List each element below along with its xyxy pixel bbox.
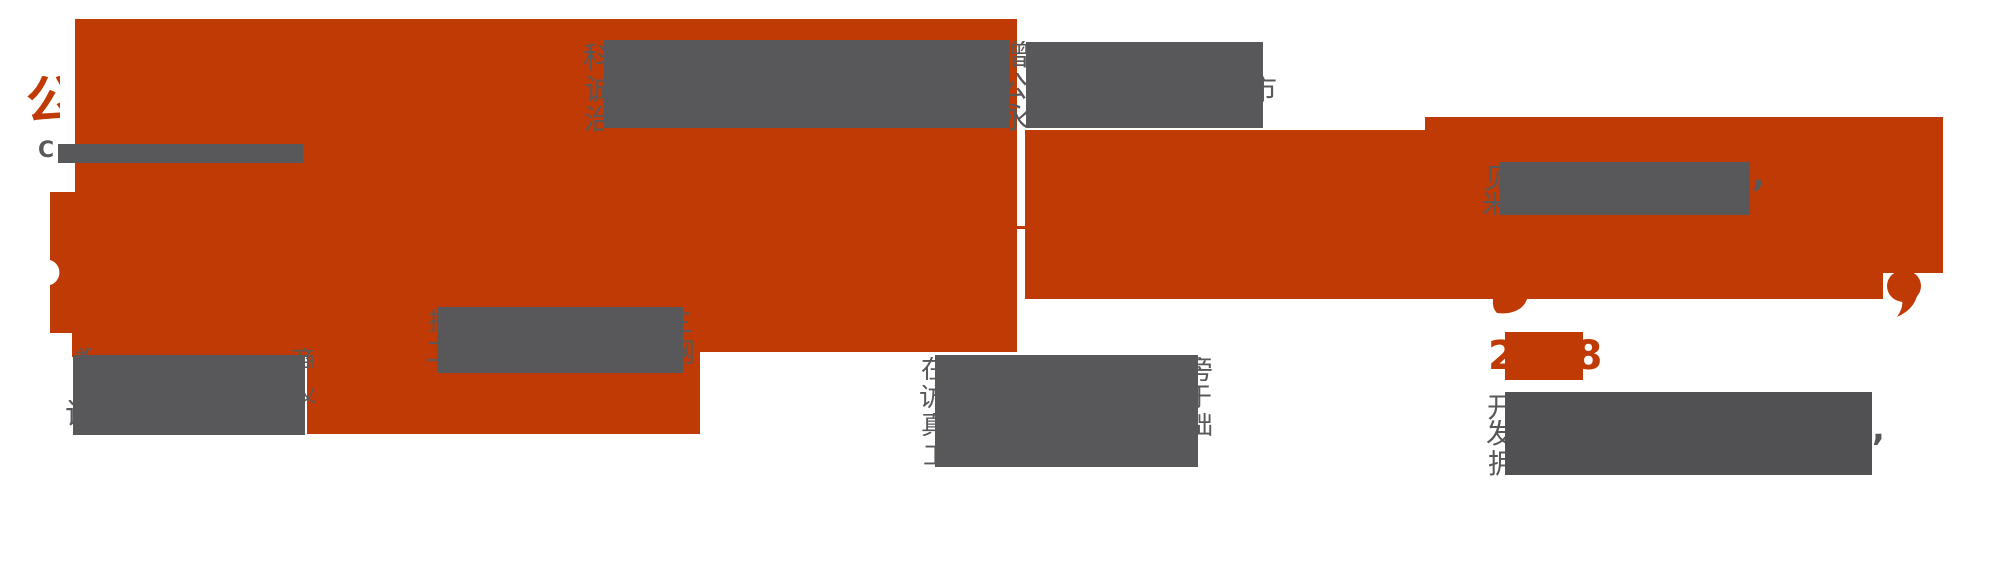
hero-redaction-left bbox=[604, 40, 1010, 128]
center-frag-r3: 础 bbox=[1198, 413, 1214, 440]
hero-frag-l3: 治 bbox=[584, 106, 604, 136]
midblock-frag-r2: 网 bbox=[683, 340, 695, 368]
midblock-redaction bbox=[437, 307, 683, 373]
timeline-tick bbox=[1017, 226, 1026, 229]
center-frag-l4: 工 bbox=[923, 443, 935, 469]
subtitle-redaction-bar bbox=[58, 144, 303, 163]
center-frag-l2: 访 bbox=[919, 385, 935, 412]
hero-frag-l1: 科 bbox=[583, 44, 604, 76]
bottomleft-frag-top: 祝 bbox=[75, 348, 91, 356]
bottomleft-frag-left: 议 bbox=[65, 400, 73, 434]
bottomleft-redaction bbox=[73, 355, 305, 435]
paragraph-redaction bbox=[1505, 392, 1872, 475]
center-frag-r2: 于 bbox=[1198, 385, 1212, 412]
bubble-comma: , bbox=[1752, 158, 1765, 192]
para-frag-l2: 发 bbox=[1486, 420, 1505, 449]
center-frag-l1: 在 bbox=[921, 357, 935, 384]
midblock-frag-r1: 三 bbox=[683, 311, 694, 336]
hero-frag-r: 市 bbox=[1263, 76, 1278, 106]
para-frag-l1: 开 bbox=[1487, 394, 1505, 423]
bubble-frag-l1: 见 bbox=[1484, 165, 1500, 194]
midblock-frag-l2: 工 bbox=[426, 340, 439, 367]
center-frag-l3: 真 bbox=[921, 413, 935, 440]
year-redaction bbox=[1505, 332, 1583, 380]
bubble-frag-l2: 米 bbox=[1482, 192, 1500, 219]
bottomleft-frag-right: 乂 bbox=[305, 388, 317, 406]
para-comma: , bbox=[1872, 412, 1885, 448]
hero-frag-l2: 诚 bbox=[585, 76, 604, 108]
section-subtitle-fragment: C bbox=[38, 138, 55, 163]
center-frag-r1: 旁 bbox=[1198, 357, 1213, 386]
center-redaction bbox=[935, 355, 1198, 467]
quote-comma-tail bbox=[1897, 296, 1917, 317]
bubble-redaction bbox=[1500, 162, 1750, 215]
section-title-fragment: 公 bbox=[26, 76, 60, 132]
para-frag-l3: 拥 bbox=[1488, 450, 1505, 479]
quote-comma-icon bbox=[1887, 270, 1921, 302]
midblock-frag-l1: 排 bbox=[428, 309, 439, 336]
hero-redaction-right bbox=[1026, 42, 1263, 128]
